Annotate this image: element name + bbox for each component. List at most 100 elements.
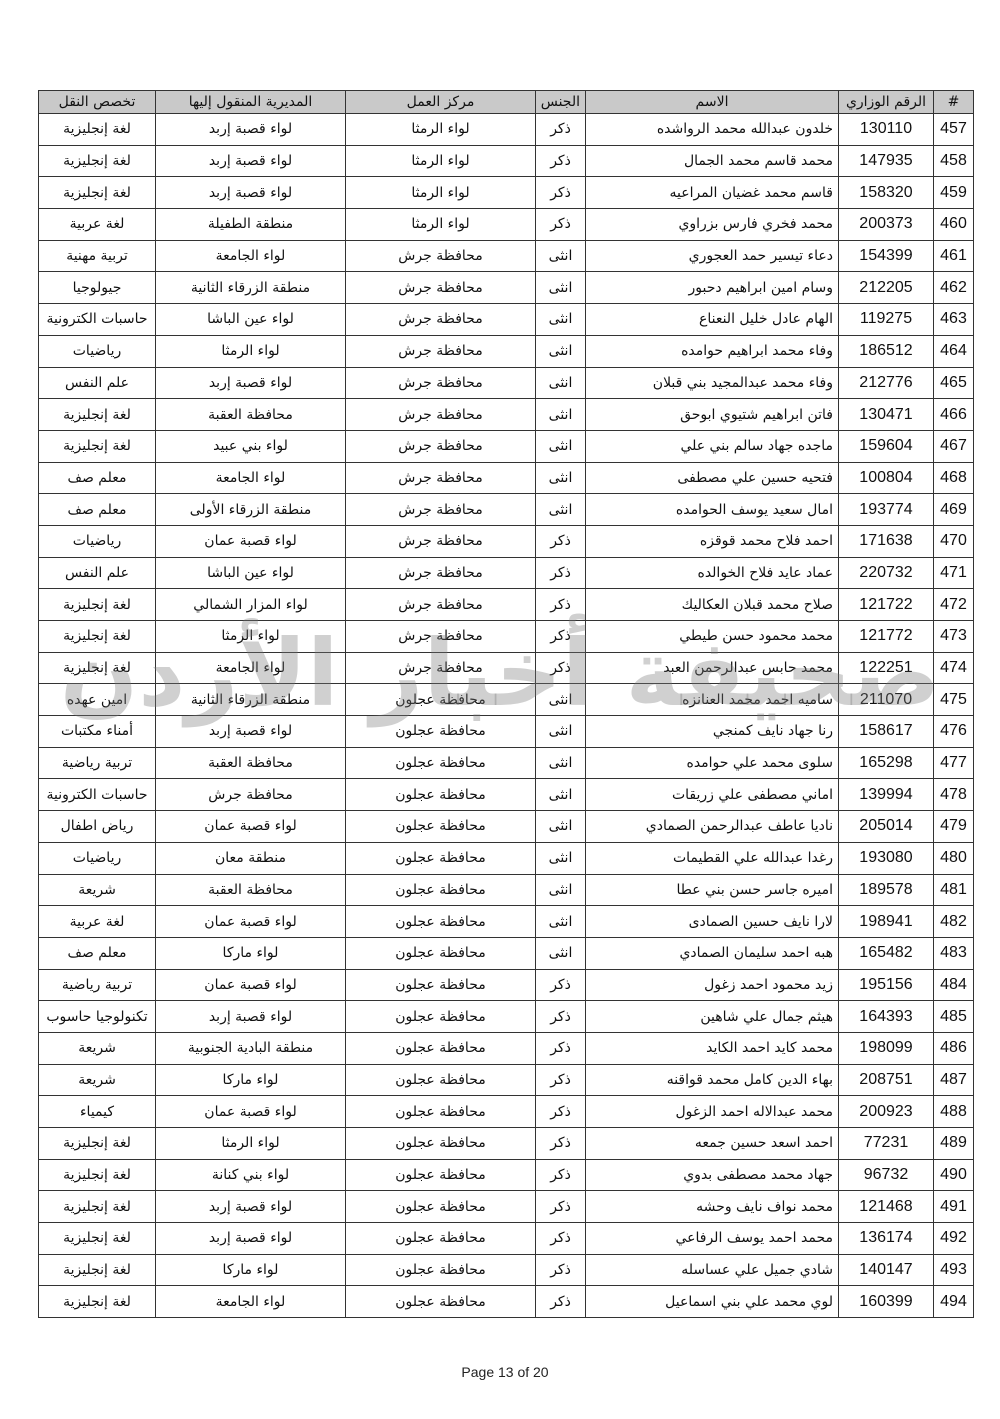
- table-cell: علم النفس: [38, 366, 156, 400]
- table-cell: محافظة جرش: [345, 588, 536, 621]
- table-cell: 165482: [838, 936, 934, 970]
- table-cell: لواء الجامعة: [155, 461, 346, 495]
- data-table: # الرقم الوزاري الاسم الجنس مركز العمل المدير…: [38, 90, 974, 1319]
- table-cell: 479: [933, 810, 974, 843]
- table-cell: 160399: [838, 1285, 934, 1319]
- table-cell: محافظة عجلون: [345, 873, 536, 907]
- table-cell: محافظة عجلون: [345, 1127, 536, 1160]
- table-cell: 457: [933, 113, 974, 146]
- table-cell: شريعة: [38, 1063, 156, 1097]
- table-cell: 208751: [838, 1063, 934, 1097]
- table-row: 458 147935 محمد قاسم محمد الجمال ذكر لواء ال…: [38, 144, 974, 178]
- table-row: 462 212205 وسام امين ابراهيم دحبور انثى محاف…: [38, 271, 974, 305]
- table-cell: لواء الرمثا: [155, 1127, 346, 1160]
- table-cell: ذكر: [535, 144, 586, 178]
- table-cell: ذكر: [535, 968, 586, 1002]
- table-cell: شريعة: [38, 873, 156, 907]
- table-cell: 195156: [838, 968, 934, 1002]
- table-cell: انثى: [535, 841, 586, 875]
- table-cell: رياض اطفال: [38, 810, 156, 843]
- table-cell: منطقة معان: [155, 841, 346, 875]
- table-cell: محافظة جرش: [345, 366, 536, 400]
- table-cell: الهام عادل خليل النعناع: [585, 303, 839, 336]
- table-cell: 96732: [838, 1158, 934, 1192]
- table-cell: 189578: [838, 873, 934, 907]
- table-row: 472 121722 صلاح محمد قبلان العكاليك ذكر محاف…: [38, 588, 974, 621]
- table-row: 494 160399 لوي محمد علي بني اسماعيل ذكر محاف…: [38, 1285, 974, 1319]
- table-cell: محمد قاسم محمد الجمال: [585, 144, 839, 178]
- table-cell: 77231: [838, 1127, 934, 1160]
- table-cell: 164393: [838, 1000, 934, 1033]
- table-cell: ذكر: [535, 1222, 586, 1255]
- table-cell: ذكر: [535, 588, 586, 621]
- table-cell: 200373: [838, 208, 934, 241]
- table-row: 485 164393 هيثم جمال علي شاهين ذكر محافظة عج…: [38, 1000, 974, 1033]
- table-cell: منطقة الطفيلة: [155, 208, 346, 241]
- table-cell: محافظة عجلون: [345, 1031, 536, 1065]
- table-cell: انثى: [535, 366, 586, 400]
- table-cell: لواء الجامعة: [155, 651, 346, 685]
- table-cell: 488: [933, 1095, 974, 1128]
- table-cell: 471: [933, 556, 974, 590]
- table-cell: رياضيات: [38, 334, 156, 368]
- table-cell: محافظة جرش: [345, 461, 536, 495]
- table-cell: انثى: [535, 778, 586, 812]
- table-cell: ذكر: [535, 1000, 586, 1033]
- table-cell: محافظة العقبة: [155, 873, 346, 907]
- table-cell: محمد فخري فارس بزراوي: [585, 208, 839, 241]
- table-cell: لغة إنجليزية: [38, 398, 156, 431]
- table-cell: لواء قصبة عمان: [155, 524, 346, 558]
- table-cell: محافظة جرش: [345, 651, 536, 685]
- table-cell: 211070: [838, 683, 934, 717]
- table-row: 474 122251 محمد حابس عبدالرحمن العبد ذكر محا…: [38, 651, 974, 685]
- table-cell: محافظة العقبة: [155, 746, 346, 780]
- table-cell: محمد نواف نايف وحشه: [585, 1190, 839, 1224]
- table-cell: هبه احمد سليمان الصمادي: [585, 936, 839, 970]
- table-cell: ذكر: [535, 113, 586, 146]
- table-cell: صلاح محمد قبلان العكاليك: [585, 588, 839, 621]
- table-cell: محافظة جرش: [345, 398, 536, 431]
- table-cell: محافظة عجلون: [345, 936, 536, 970]
- table-cell: ذكر: [535, 1127, 586, 1160]
- table-cell: لواء قصبة عمان: [155, 810, 346, 843]
- table-cell: محمد كايد احمد الكايد: [585, 1031, 839, 1065]
- table-cell: 212205: [838, 271, 934, 305]
- table-cell: 136174: [838, 1222, 934, 1255]
- table-cell: 484: [933, 968, 974, 1002]
- table-cell: رياضيات: [38, 841, 156, 875]
- table-cell: وسام امين ابراهيم دحبور: [585, 271, 839, 305]
- table-cell: 468: [933, 461, 974, 495]
- table-cell: 461: [933, 239, 974, 273]
- table-cell: لغة إنجليزية: [38, 1285, 156, 1319]
- table-cell: محافظة جرش: [345, 271, 536, 305]
- table-cell: بهاء الدين كامل محمد قواقنه: [585, 1063, 839, 1097]
- table-cell: ذكر: [535, 1031, 586, 1065]
- table-row: 465 212776 وفاء محمد عبدالمجيد بني قبلان ان…: [38, 366, 974, 400]
- table-cell: 477: [933, 746, 974, 780]
- table-cell: عماد عايد فلاح الخوالده: [585, 556, 839, 590]
- table-cell: 480: [933, 841, 974, 875]
- page-number: Page 13 of 20: [461, 1364, 549, 1380]
- table-cell: لغة إنجليزية: [38, 620, 156, 653]
- table-cell: 159604: [838, 429, 934, 463]
- table-cell: ذكر: [535, 1095, 586, 1128]
- table-cell: لواء ماركا: [155, 1253, 346, 1287]
- table-cell: ماجده جهاد سالم بني علي: [585, 429, 839, 463]
- table-cell: 119275: [838, 303, 934, 336]
- table-row: 468 100804 فتحيه حسين علي مصطفى انثى محافظة …: [38, 461, 974, 495]
- table-cell: ناديا عاطف عبدالرحمن الصمادي: [585, 810, 839, 843]
- column-header: مركز العمل: [345, 90, 536, 114]
- table-cell: 486: [933, 1031, 974, 1065]
- table-cell: محافظة عجلون: [345, 715, 536, 748]
- table-cell: تربية رياضية: [38, 968, 156, 1002]
- table-cell: منطقة الزرقاء الأولى: [155, 493, 346, 526]
- table-cell: انثى: [535, 873, 586, 907]
- table-cell: لواء الجامعة: [155, 239, 346, 273]
- table-cell: محافظة عجلون: [345, 683, 536, 717]
- table-cell: انثى: [535, 715, 586, 748]
- table-row: 478 139994 اماني مصطفى علي زريقات انثى محافظ…: [38, 778, 974, 812]
- table-cell: ساميه احمد محمد العنانزه: [585, 683, 839, 717]
- table-cell: فاتن ابراهيم شتيوي ابوحق: [585, 398, 839, 431]
- table-cell: لغة إنجليزية: [38, 1222, 156, 1255]
- table-row: 466 130471 فاتن ابراهيم شتيوي ابوحق انثى محا…: [38, 398, 974, 431]
